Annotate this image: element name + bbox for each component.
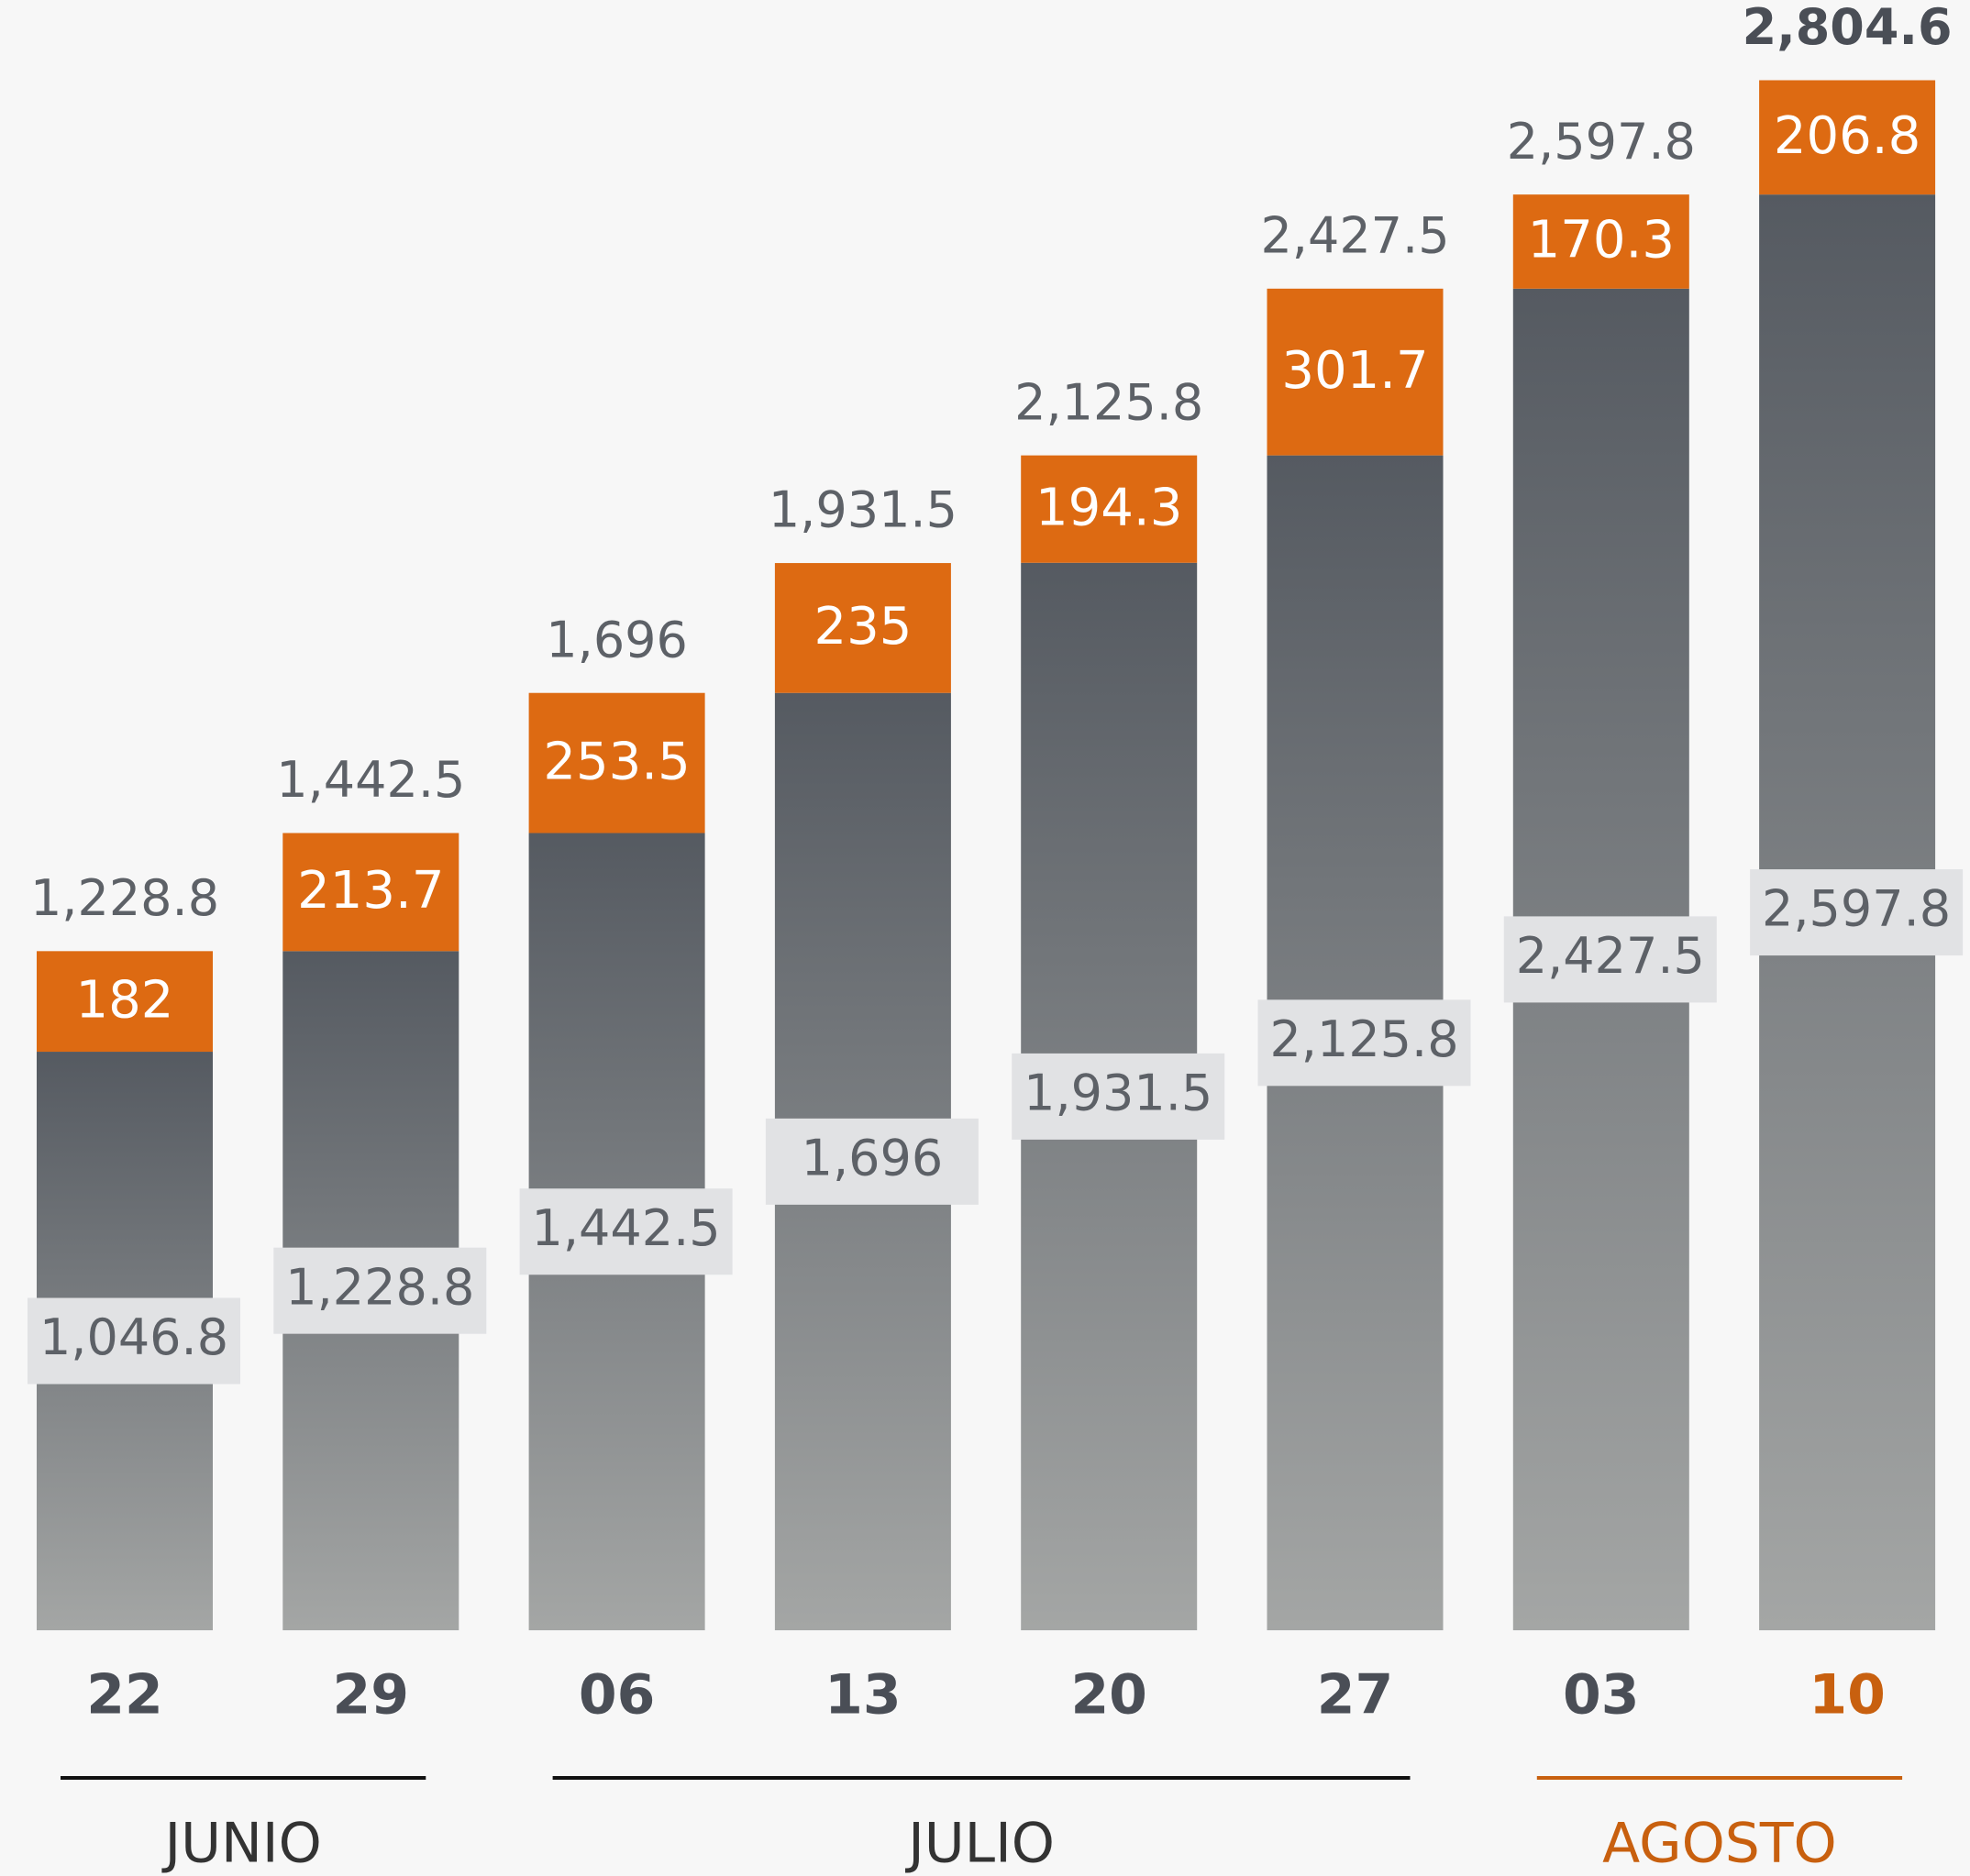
month-label: AGOSTO — [1602, 1812, 1837, 1876]
base-label: 1,442.5 — [532, 1199, 721, 1257]
bar-increment — [528, 692, 705, 833]
bar-increment — [282, 833, 459, 952]
x-tick-label: 10 — [1809, 1663, 1886, 1727]
x-tick-label: 29 — [333, 1663, 410, 1727]
x-tick-label: 22 — [86, 1663, 163, 1727]
bar-increment — [37, 951, 213, 1053]
month-label: JULIO — [904, 1812, 1055, 1876]
total-label: 2,804.6 — [1743, 0, 1953, 56]
increment-label: 170.3 — [1528, 211, 1675, 270]
x-tick-label: 20 — [1070, 1663, 1147, 1727]
x-tick-label: 27 — [1317, 1663, 1394, 1727]
total-label: 1,931.5 — [769, 481, 957, 539]
bar-increment — [1267, 288, 1444, 456]
base-label-box — [273, 1247, 487, 1334]
base-label-box — [1750, 869, 1964, 956]
bar-increment — [1759, 80, 1936, 195]
x-tick-label: 13 — [825, 1663, 902, 1727]
increment-label: 182 — [76, 970, 174, 1030]
bar-increment — [774, 563, 951, 693]
total-label: 2,597.8 — [1507, 113, 1696, 171]
base-label: 1,046.8 — [39, 1308, 228, 1366]
base-label: 2,597.8 — [1762, 880, 1951, 938]
base-label: 2,125.8 — [1269, 1010, 1458, 1068]
total-label: 1,228.8 — [30, 869, 219, 927]
total-label: 2,125.8 — [1014, 373, 1203, 431]
increment-label: 253.5 — [543, 732, 690, 791]
month-label: JUNIO — [160, 1812, 321, 1876]
increment-label: 301.7 — [1281, 341, 1428, 401]
base-label-box — [519, 1188, 733, 1275]
base-label-box — [1257, 999, 1471, 1087]
increment-label: 235 — [813, 597, 912, 657]
base-label-box — [28, 1297, 240, 1385]
base-label: 1,228.8 — [285, 1258, 474, 1316]
x-tick-label: 03 — [1563, 1663, 1640, 1727]
base-label: 1,931.5 — [1024, 1065, 1212, 1122]
base-label-box — [1503, 916, 1717, 1003]
increment-label: 206.8 — [1774, 106, 1920, 166]
total-label: 1,696 — [546, 611, 688, 668]
total-label: 1,442.5 — [276, 751, 465, 809]
bar-increment — [1512, 194, 1689, 289]
base-label: 2,427.5 — [1516, 927, 1705, 985]
bar-increment — [1021, 455, 1198, 563]
increment-label: 194.3 — [1035, 478, 1182, 537]
increment-label: 213.7 — [297, 861, 444, 921]
total-label: 2,427.5 — [1260, 206, 1449, 264]
base-label: 1,696 — [802, 1130, 944, 1187]
x-tick-label: 06 — [579, 1663, 656, 1727]
base-label-box — [765, 1118, 979, 1205]
base-label-box — [1012, 1053, 1225, 1140]
